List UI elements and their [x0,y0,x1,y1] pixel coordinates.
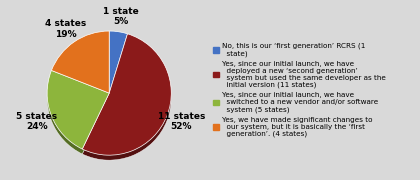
Text: 4 states
19%: 4 states 19% [45,19,86,39]
Wedge shape [51,36,109,98]
Wedge shape [109,36,128,98]
Wedge shape [82,34,171,155]
Text: 5 states
24%: 5 states 24% [16,112,58,131]
Wedge shape [51,31,109,93]
Text: 11 states
52%: 11 states 52% [158,112,205,131]
Text: 1 state
5%: 1 state 5% [103,7,139,26]
Wedge shape [47,70,109,149]
Legend: No, this is our ‘first generation’ RCRS (1
  state), Yes, since our initial laun: No, this is our ‘first generation’ RCRS … [212,41,387,139]
Wedge shape [47,75,109,154]
Wedge shape [82,39,171,160]
Wedge shape [109,31,128,93]
